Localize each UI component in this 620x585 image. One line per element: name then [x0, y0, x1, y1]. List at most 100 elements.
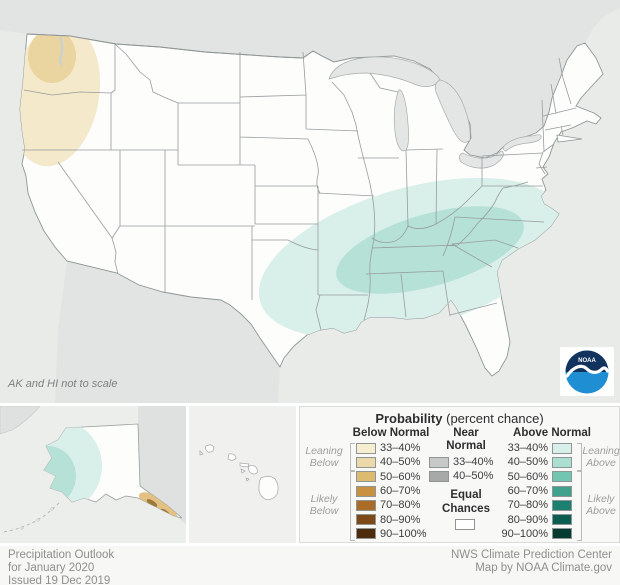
below-80-90-swatch	[356, 514, 376, 526]
legend-row: 60–70%	[356, 484, 427, 498]
legend-row: 70–80%	[486, 498, 572, 512]
us-coast-outline	[26, 33, 335, 63]
state-borders	[22, 43, 577, 331]
likely-below-line2: Below	[309, 505, 339, 517]
canada-region	[0, 0, 620, 158]
aleutian-islands-arc	[3, 501, 61, 533]
near-normal-header: Near Normal	[430, 427, 502, 453]
likely-below-label: Likely Below	[300, 493, 348, 517]
scale-note: AK and HI not to scale	[8, 378, 118, 390]
hawaii-inset-panel	[189, 406, 296, 543]
legend-row: 40–50%	[429, 469, 493, 483]
footer-period-line: for January 2020	[8, 561, 95, 574]
legend-row: 80–90%	[356, 512, 427, 526]
below-normal-region-inner	[28, 34, 76, 83]
probability-legend: Probability (percent chance) Below Norma…	[299, 406, 620, 543]
below-33-40-swatch	[356, 442, 376, 454]
island-molokai	[239, 462, 250, 468]
below-normal-rows: 33–40% 40–50% 50–60% 60–70% 70–80% 80–90…	[356, 441, 427, 541]
alaska-inset-map	[0, 406, 186, 543]
below-50-60-label: 50–60%	[380, 470, 421, 483]
hawaii-inset-map	[189, 406, 296, 543]
equal-chances-label: Equal Chances	[430, 488, 502, 516]
long-island	[556, 134, 583, 143]
island-lanai	[240, 468, 246, 474]
footer-right: NWS Climate Prediction Center Map by NOA…	[451, 549, 612, 585]
legend-row: 40–50%	[486, 455, 572, 469]
footer-issued-line: Issued 19 Dec 2019	[8, 574, 111, 585]
bottom-row: Probability (percent chance) Below Norma…	[0, 406, 620, 543]
island-oahu	[227, 453, 237, 461]
near-33-40-label: 33–40%	[453, 456, 494, 469]
legend-row: 40–50%	[356, 455, 427, 469]
noaa-logo: NOAA	[560, 347, 614, 396]
above-90-100-label: 90–100%	[501, 527, 549, 540]
below-60-70-swatch	[356, 485, 376, 497]
below-90-100-swatch	[356, 528, 376, 540]
conus-map	[0, 0, 620, 377]
island-kahoolawe	[245, 477, 250, 482]
leaning-below-label: Leaning Below	[300, 445, 348, 469]
legend-row: 90–100%	[356, 527, 427, 541]
below-70-80-swatch	[356, 499, 376, 511]
island-kauai	[204, 444, 215, 453]
below-70-80-label: 70–80%	[380, 499, 421, 512]
leaning-above-line1: Leaning	[582, 445, 620, 457]
below-40-50-swatch	[356, 456, 376, 468]
near-header-line2: Normal	[446, 440, 486, 452]
leaning-below-bracket	[350, 443, 355, 471]
above-50-60-swatch	[552, 471, 572, 483]
above-90-100-swatch	[552, 528, 572, 540]
great-lakes	[328, 56, 542, 169]
alaska-below-normal-dark1	[146, 499, 158, 507]
legend-title-bold: Probability	[375, 411, 443, 426]
likely-above-label: Likely Above	[581, 493, 620, 517]
lake-ontario	[502, 134, 542, 152]
footer-left: Precipitation Outlook for January 2020 I…	[8, 549, 114, 585]
lake-erie	[458, 150, 504, 169]
noaa-logo-text: NOAA	[578, 358, 596, 364]
above-80-90-swatch	[552, 514, 572, 526]
footer-source-line: NWS Climate Prediction Center	[450, 549, 612, 561]
above-60-70-label: 60–70%	[507, 485, 548, 498]
above-33-40-label: 33–40%	[507, 442, 548, 455]
likely-below-bracket	[350, 471, 355, 541]
equal-label-line1: Equal	[450, 489, 482, 501]
russia-corner	[0, 406, 41, 435]
above-50-60-label: 50–60%	[507, 470, 548, 483]
leaning-below-line2: Below	[309, 457, 339, 469]
above-40-50-swatch	[552, 456, 572, 468]
above-normal-rows: 33–40% 40–50% 50–60% 60–70% 70–80% 80–90…	[486, 441, 572, 541]
above-70-80-swatch	[552, 499, 572, 511]
near-33-40-swatch	[429, 456, 449, 468]
equal-label-line2: Chances	[442, 503, 490, 515]
leaning-above-label: Leaning Above	[581, 445, 620, 469]
aleutian-island-dot	[50, 507, 54, 511]
below-90-100-label: 90–100%	[380, 527, 427, 540]
legend-title-rest: (percent chance)	[442, 411, 544, 426]
noaa-emblem-icon: NOAA	[565, 350, 610, 393]
footer-credit-line: Map by NOAA Climate.gov	[475, 561, 612, 574]
island-niihau	[199, 450, 204, 456]
hawaii-ocean	[189, 406, 296, 543]
lake-michigan	[393, 89, 409, 152]
aleutian-island-dot	[20, 526, 24, 530]
footer-credits: Precipitation Outlook for January 2020 I…	[0, 546, 620, 585]
legend-row: 90–100%	[486, 527, 572, 541]
above-70-80-label: 70–80%	[507, 499, 548, 512]
above-40-50-label: 40–50%	[507, 456, 548, 469]
alaska-inset-panel	[0, 406, 186, 543]
hawaiian-islands	[199, 444, 279, 500]
likely-below-line1: Likely	[310, 493, 338, 505]
legend-title: Probability (percent chance)	[300, 411, 619, 426]
likely-above-line1: Likely	[587, 493, 615, 505]
legend-row: 80–90%	[486, 512, 572, 526]
below-60-70-label: 60–70%	[380, 485, 421, 498]
likely-above-bracket	[577, 471, 582, 541]
legend-row: 33–40%	[356, 441, 427, 455]
equal-chances-swatch	[455, 519, 475, 530]
lake-huron	[434, 79, 471, 143]
legend-row: 50–60%	[486, 470, 572, 484]
above-33-40-swatch	[552, 442, 572, 454]
near-40-50-swatch	[429, 470, 449, 482]
